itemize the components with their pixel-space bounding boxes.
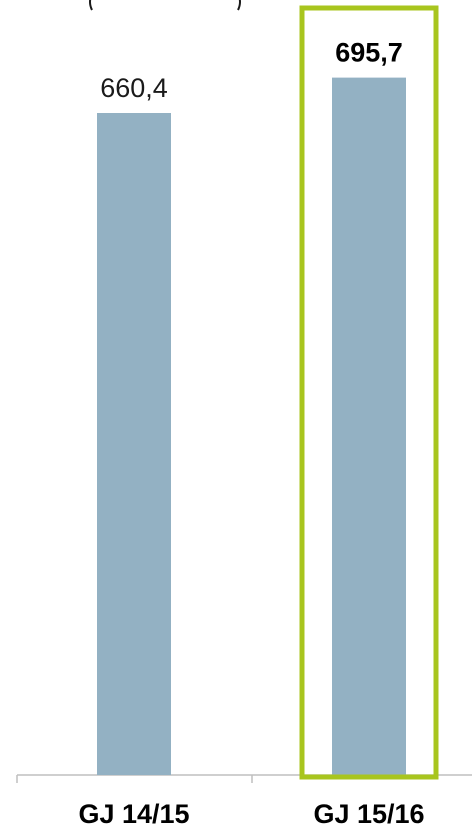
category-label-gj-14-15: GJ 14/15 bbox=[78, 799, 189, 829]
category-label-gj-15-16: GJ 15/16 bbox=[313, 799, 424, 829]
highlight-frame-gj-15-16 bbox=[299, 5, 439, 780]
bar-gj-14-15 bbox=[97, 113, 171, 775]
clipped-top-text bbox=[89, 0, 241, 11]
bar-gj-15-16 bbox=[332, 77, 406, 775]
value-label-gj-15-16: 695,7 bbox=[335, 38, 403, 68]
value-label-gj-14-15: 660,4 bbox=[100, 73, 168, 103]
